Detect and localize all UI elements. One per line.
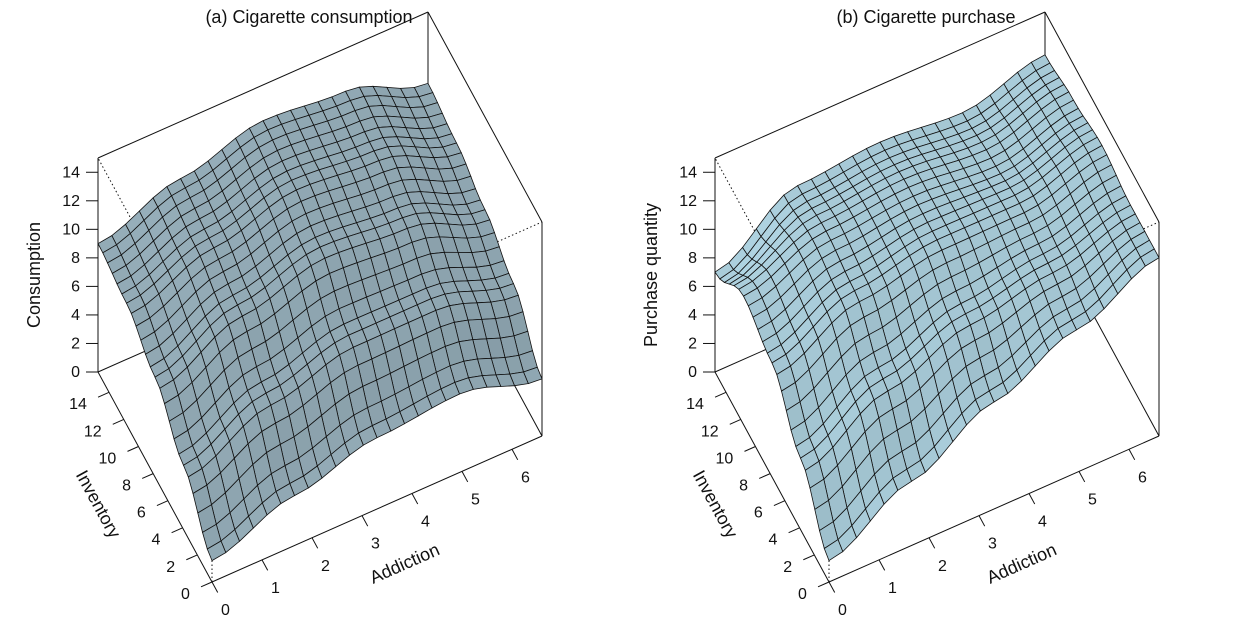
y-tick-label: 10 <box>99 450 117 467</box>
y-tick-label: 0 <box>798 586 807 603</box>
z-axis-title: Consumption <box>24 222 44 328</box>
y-tick-label: 8 <box>739 478 748 495</box>
x-tick <box>311 537 319 549</box>
x-tick <box>361 515 369 527</box>
x-tick <box>978 515 986 527</box>
box-edge <box>97 371 213 583</box>
y-tick-label: 12 <box>84 423 102 440</box>
z-tick-label: 6 <box>71 278 80 295</box>
y-tick <box>714 391 727 398</box>
y-axis-title: Inventory <box>689 467 742 542</box>
y-tick-label: 6 <box>754 505 763 522</box>
box-edge <box>427 11 543 223</box>
z-tick-label: 4 <box>71 307 80 324</box>
z-tick-label: 2 <box>71 335 80 352</box>
y-tick <box>803 554 815 561</box>
x-tick-label: 3 <box>988 536 997 553</box>
x-tick-label: 0 <box>221 602 230 619</box>
y-tick <box>758 473 771 479</box>
z-tick-label: 12 <box>679 193 697 210</box>
chart-title: (a) Cigarette consumption <box>205 7 413 27</box>
y-tick-label: 14 <box>686 396 704 413</box>
z-tick-label: 10 <box>62 221 80 238</box>
y-tick-label: 10 <box>716 450 734 467</box>
x-tick-label: 6 <box>521 469 530 486</box>
x-tick <box>461 471 469 483</box>
y-tick <box>186 554 198 561</box>
y-tick <box>127 446 139 452</box>
x-tick <box>878 559 886 571</box>
x-tick <box>828 581 836 593</box>
x-tick <box>411 493 419 505</box>
y-tick-label: 12 <box>701 423 719 440</box>
x-tick-label: 4 <box>1038 514 1047 531</box>
y-tick <box>817 581 830 588</box>
chart-title: (b) Cigarette purchase <box>836 7 1016 27</box>
surface <box>97 82 543 562</box>
x-tick-label: 0 <box>838 602 847 619</box>
surface-facet <box>823 538 844 562</box>
z-tick-label: 14 <box>62 164 80 181</box>
y-tick-label: 2 <box>783 559 792 576</box>
z-tick-label: 8 <box>71 250 80 267</box>
x-tick-label: 1 <box>271 580 280 597</box>
box-edge <box>97 11 429 159</box>
y-tick <box>171 527 183 534</box>
z-tick-label: 4 <box>688 307 697 324</box>
y-tick <box>773 500 786 507</box>
y-tick <box>729 418 741 425</box>
y-tick-label: 4 <box>152 532 161 549</box>
z-tick-label: 0 <box>688 364 697 381</box>
z-tick-label: 14 <box>679 164 697 181</box>
x-tick-label: 2 <box>321 558 330 575</box>
z-tick-label: 10 <box>679 221 697 238</box>
x-tick <box>211 581 219 593</box>
panel-consumption: (a) Cigarette consumption 0 2 4 6 8 10 12 14 0 2 4… <box>24 7 543 619</box>
y-axis-title: Inventory <box>72 467 125 542</box>
x-tick-label: 1 <box>888 580 897 597</box>
y-tick <box>744 446 756 452</box>
x-tick <box>1028 493 1036 505</box>
box-edge <box>211 435 543 583</box>
z-tick-label: 6 <box>688 278 697 295</box>
z-tick-label: 12 <box>62 193 80 210</box>
box-edge <box>1044 11 1160 223</box>
x-tick-label: 2 <box>938 558 947 575</box>
y-tick-label: 2 <box>166 559 175 576</box>
panel-purchase: (b) Cigarette purchase 0 2 4 6 8 10 12 14 0 2 4 6 8 1… <box>617 0 1235 634</box>
x-tick-label: 5 <box>1088 491 1097 508</box>
y-tick-label: 8 <box>122 478 131 495</box>
x-tick <box>928 537 936 549</box>
box-edge <box>828 435 1160 583</box>
x-tick-label: 6 <box>1138 469 1147 486</box>
y-tick <box>141 473 154 479</box>
x-tick <box>261 559 269 571</box>
surface-facet <box>206 540 227 562</box>
x-tick <box>1128 449 1136 461</box>
y-tick-label: 6 <box>137 505 146 522</box>
surface <box>714 54 1160 562</box>
y-tick-label: 14 <box>69 396 87 413</box>
x-tick-label: 5 <box>471 491 480 508</box>
z-axis-title: Purchase quantity <box>641 203 661 347</box>
box-edge <box>714 371 830 583</box>
box-edge <box>714 11 1046 159</box>
y-tick-label: 4 <box>769 532 778 549</box>
y-tick <box>788 527 800 534</box>
y-tick <box>200 581 213 588</box>
y-tick <box>97 391 110 398</box>
x-tick-label: 4 <box>421 514 430 531</box>
y-tick <box>156 500 169 507</box>
x-tick <box>511 449 519 461</box>
surface-plot: 02468101214024681012140123456Consumption… <box>24 11 543 619</box>
z-tick-label: 8 <box>688 250 697 267</box>
z-tick-label: 2 <box>688 335 697 352</box>
y-tick <box>112 418 124 425</box>
z-tick-label: 0 <box>71 364 80 381</box>
x-tick <box>1078 471 1086 483</box>
y-tick-label: 0 <box>181 586 190 603</box>
x-tick-label: 3 <box>371 536 380 553</box>
